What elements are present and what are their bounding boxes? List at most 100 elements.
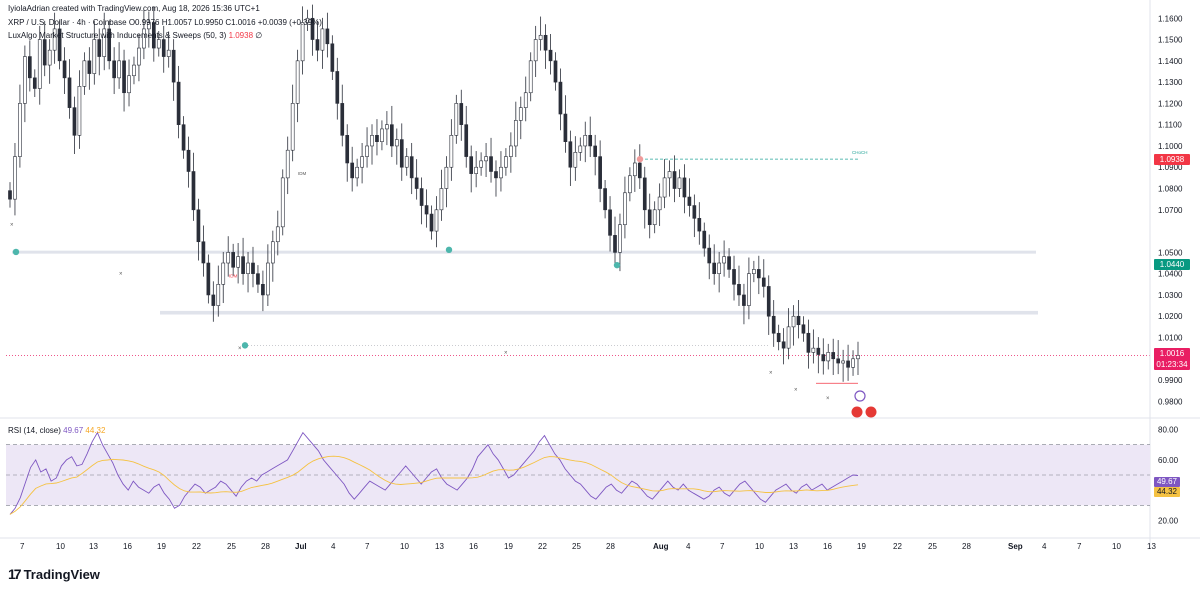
candle-body bbox=[449, 135, 454, 168]
price-axis-tick: 0.9800 bbox=[1158, 397, 1183, 406]
symbol-name[interactable]: XRP / U.S. Dollar · 4h · Coinbase bbox=[8, 18, 127, 27]
rsi-axis-tick: 80.00 bbox=[1158, 426, 1179, 435]
support-zone-lower bbox=[160, 310, 1038, 315]
candle-body bbox=[47, 49, 52, 66]
candle-body bbox=[399, 139, 404, 168]
idm-label: IDM bbox=[298, 171, 307, 176]
candle-body bbox=[320, 28, 325, 51]
candle-body bbox=[618, 224, 622, 253]
price-axis-tick: 1.1100 bbox=[1158, 121, 1182, 130]
ohlc-values: O0.9976 H1.0057 L0.9950 C1.0016 +0.0039 … bbox=[128, 18, 322, 27]
indicator-suffix: ∅ bbox=[255, 31, 263, 40]
candle-body bbox=[156, 39, 161, 49]
swing-marker bbox=[613, 261, 621, 269]
candle-body bbox=[752, 269, 756, 274]
time-axis-tick: 19 bbox=[857, 542, 866, 551]
candle-body bbox=[479, 160, 483, 168]
price-axis-tick: 1.0500 bbox=[1158, 248, 1183, 257]
time-axis-tick: 25 bbox=[227, 542, 236, 551]
candle-body bbox=[667, 171, 672, 179]
candle-body bbox=[836, 358, 841, 364]
rsi-tag: 49.67 bbox=[1154, 477, 1180, 487]
swing-marker bbox=[241, 342, 249, 349]
candle-body bbox=[761, 277, 766, 287]
candle-body bbox=[280, 177, 285, 228]
candle-body bbox=[18, 103, 22, 157]
last-price: 1.0016 bbox=[1159, 349, 1185, 358]
candle-body bbox=[464, 124, 469, 157]
time-axis-tick: 28 bbox=[962, 542, 971, 551]
time-axis-tick: Aug bbox=[653, 542, 669, 551]
candle-body bbox=[677, 177, 682, 189]
candle-body bbox=[771, 315, 776, 334]
candle-body bbox=[23, 56, 27, 104]
candle-body bbox=[588, 135, 593, 147]
candle-body bbox=[603, 188, 607, 211]
candle-body bbox=[102, 28, 107, 57]
brand-name: TradingView bbox=[23, 566, 100, 582]
candle-body bbox=[459, 103, 464, 125]
candle-body bbox=[707, 247, 712, 264]
candle-body bbox=[568, 141, 573, 168]
candle-body bbox=[697, 218, 702, 232]
candle-body bbox=[642, 177, 647, 211]
candle-body bbox=[127, 75, 131, 94]
candle-body bbox=[27, 56, 32, 79]
candle-body bbox=[290, 103, 295, 151]
time-axis-tick: 4 bbox=[1042, 542, 1047, 551]
indicator-name[interactable]: LuxAlgo Market Structure with Inducement… bbox=[8, 31, 227, 40]
candle-body bbox=[251, 262, 255, 274]
candle-body bbox=[191, 171, 196, 211]
candle-body bbox=[142, 28, 146, 49]
candle-body bbox=[533, 39, 538, 62]
candle-body bbox=[186, 149, 191, 172]
candle-body bbox=[211, 294, 216, 306]
tradingview-logo[interactable]: 17 TradingView bbox=[8, 566, 100, 582]
candle-body bbox=[434, 209, 439, 232]
candle-body bbox=[375, 135, 379, 143]
price-axis-tick: 1.0200 bbox=[1158, 312, 1183, 321]
candle-body bbox=[846, 360, 850, 368]
candle-body bbox=[266, 262, 270, 296]
rsi-line bbox=[9, 431, 859, 515]
candle-body bbox=[558, 81, 563, 115]
candle-body bbox=[439, 188, 444, 211]
price-axis-tick: 1.1300 bbox=[1158, 78, 1183, 87]
time-axis-tick: 19 bbox=[504, 542, 513, 551]
candle-body bbox=[166, 49, 171, 57]
price-axis-tick: 1.0100 bbox=[1158, 334, 1183, 343]
candle-body bbox=[330, 43, 335, 72]
candle-body bbox=[206, 262, 211, 296]
candle-body bbox=[32, 77, 37, 89]
time-axis-tick: 25 bbox=[928, 542, 937, 551]
candle-body bbox=[137, 47, 141, 66]
candle-body bbox=[176, 81, 181, 125]
candle-body bbox=[62, 60, 67, 79]
created-by-text: IyiolaAdrian created with TradingView.co… bbox=[8, 4, 260, 13]
candle-body bbox=[256, 273, 260, 285]
candle-body bbox=[335, 71, 340, 104]
price-axis-tick: 1.0400 bbox=[1158, 270, 1183, 279]
rsi-title[interactable]: RSI (14, close) bbox=[8, 426, 61, 435]
candle-body bbox=[216, 283, 221, 306]
rsi-ma-value: 44.32 bbox=[85, 426, 106, 435]
candle-body bbox=[737, 283, 741, 296]
rsi-legend: RSI (14, close) 49.67 44.32 bbox=[8, 426, 105, 435]
event-icon bbox=[851, 406, 863, 418]
candle-body bbox=[553, 60, 558, 83]
candle-body bbox=[756, 269, 761, 279]
swing-marker bbox=[445, 246, 453, 254]
candle-body bbox=[201, 241, 206, 264]
sweep-x-mark: × bbox=[238, 346, 242, 352]
alert-icon bbox=[854, 390, 866, 402]
candle-body bbox=[107, 28, 112, 62]
choch-marker bbox=[636, 155, 644, 163]
price-axis-tick: 1.1600 bbox=[1158, 14, 1183, 23]
rsi-ma-tag: 44.32 bbox=[1154, 487, 1180, 497]
candle-body bbox=[518, 107, 523, 121]
candle-body bbox=[717, 262, 721, 274]
rsi-axis-tick: 20.00 bbox=[1158, 516, 1179, 525]
idm-red-label: IDM bbox=[229, 274, 238, 279]
